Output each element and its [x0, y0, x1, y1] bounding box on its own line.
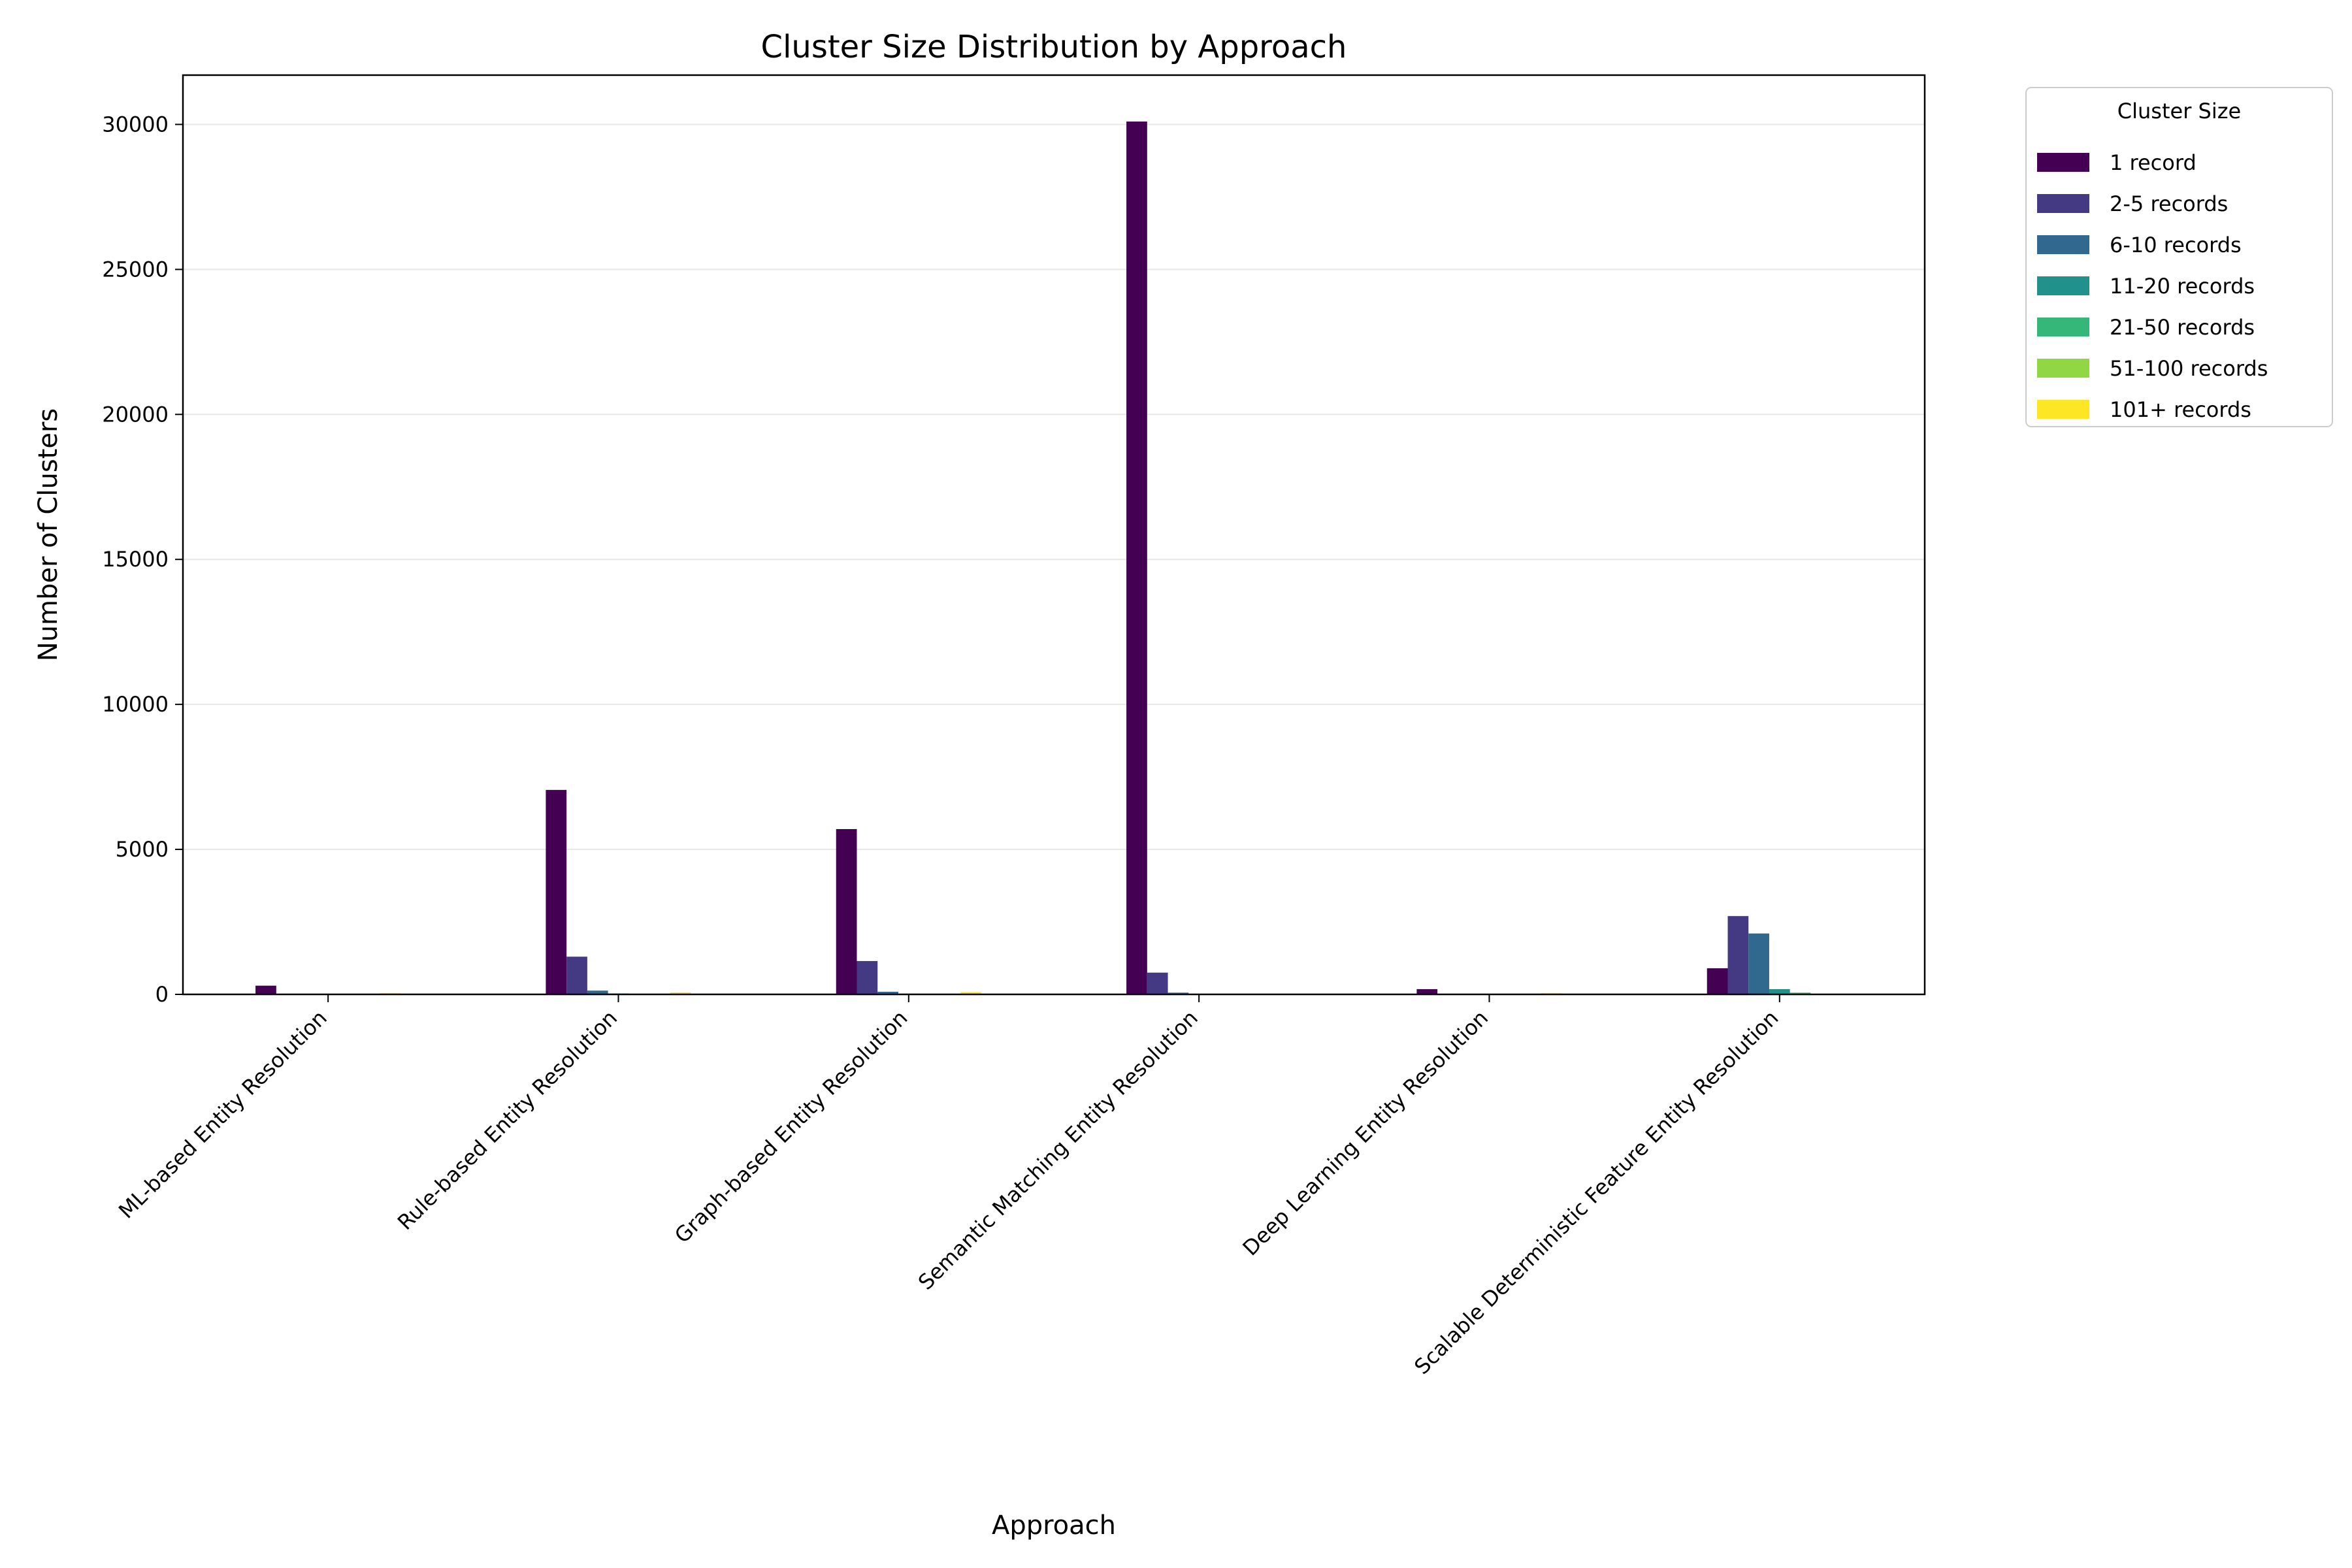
bar [670, 992, 691, 994]
legend-box [2025, 87, 2333, 427]
bar [836, 829, 857, 994]
bar [1789, 992, 1811, 994]
bar [877, 992, 898, 994]
chart-title: Cluster Size Distribution by Approach [761, 29, 1347, 65]
legend-label: 1 record [2110, 150, 2197, 175]
y-axis-title: Number of Clusters [33, 408, 63, 661]
plot-frame [182, 74, 1926, 996]
legend-label: 6-10 records [2110, 233, 2242, 257]
legend-swatch [2037, 194, 2089, 213]
legend-swatch [2037, 359, 2089, 378]
bar [546, 790, 567, 994]
legend-label: 21-50 records [2110, 315, 2255, 340]
legend: Cluster Size 1 record 2-5 records 6-10 rec… [2025, 87, 2333, 427]
legend-swatch [2037, 153, 2089, 172]
bar [1416, 989, 1438, 994]
y-tick-label: 5000 [116, 837, 169, 862]
grid-lines [183, 123, 1925, 995]
y-axis-ticks: 0 5000 10000 15000 20000 25000 30000 [102, 112, 183, 1007]
legend-swatch [2037, 276, 2089, 295]
legend-label: 11-20 records [2110, 274, 2255, 299]
x-axis-title: Approach [992, 1511, 1116, 1541]
y-tick-label: 25000 [102, 257, 169, 282]
bar [1126, 122, 1147, 995]
bar [566, 956, 587, 994]
y-tick-label: 15000 [102, 547, 169, 572]
legend-title: Cluster Size [2117, 99, 2241, 123]
bar [1168, 992, 1189, 994]
y-tick-label: 0 [155, 982, 169, 1007]
bar [1147, 972, 1168, 994]
bars [255, 122, 1852, 995]
bar [1748, 933, 1769, 994]
bar [960, 992, 981, 994]
legend-swatch [2037, 318, 2089, 336]
bar [1727, 916, 1749, 994]
legend-label: 2-5 records [2110, 191, 2228, 216]
bar [1707, 968, 1728, 994]
bar [1769, 989, 1790, 994]
legend-label: 51-100 records [2110, 356, 2268, 381]
y-tick-label: 20000 [102, 402, 169, 427]
y-tick-label: 10000 [102, 692, 169, 717]
bar [857, 960, 878, 994]
bar [255, 985, 276, 994]
legend-label: 101+ records [2110, 397, 2251, 422]
bar [587, 990, 608, 994]
legend-swatch [2037, 400, 2089, 419]
y-tick-label: 30000 [102, 112, 169, 137]
legend-swatch [2037, 235, 2089, 254]
